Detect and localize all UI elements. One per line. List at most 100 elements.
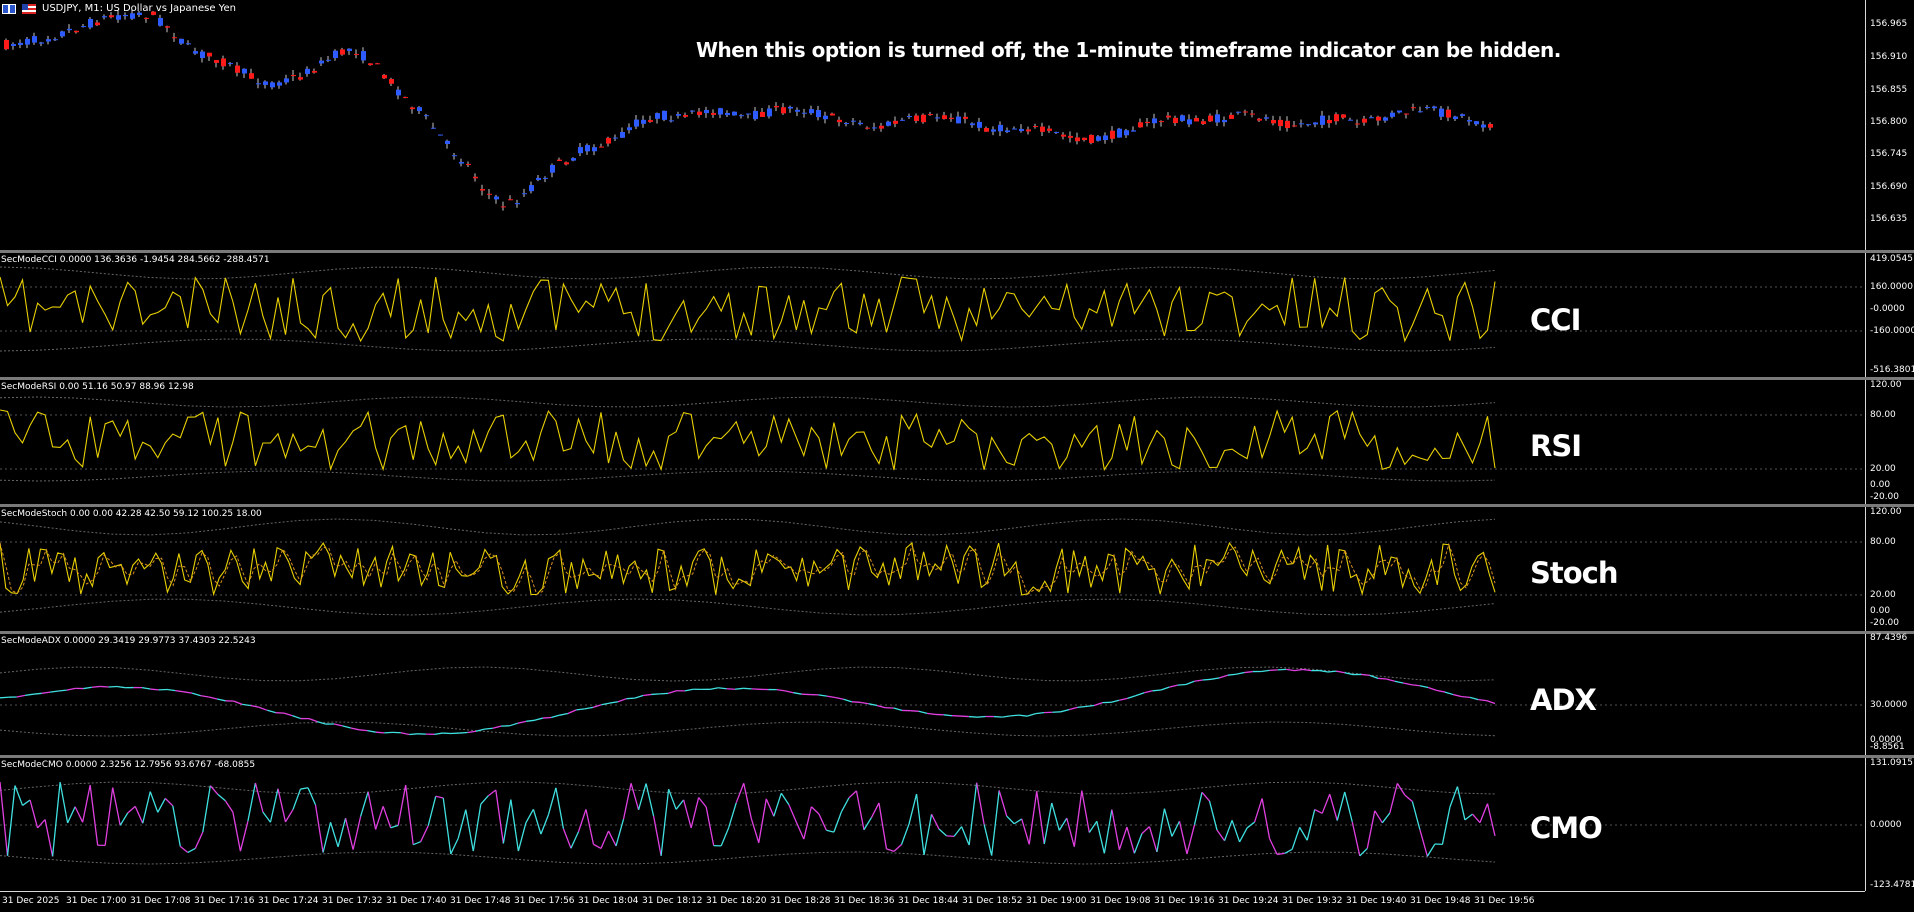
candle [977, 118, 982, 131]
candle [844, 122, 849, 126]
candle [669, 116, 674, 123]
candle [718, 108, 723, 118]
stoch-tick: 80.00 [1870, 537, 1896, 547]
candle [284, 75, 289, 85]
cmo-tick: 131.0915 [1870, 758, 1913, 768]
candle [1152, 114, 1157, 128]
candle [851, 118, 856, 125]
cci-indicator-label: SecModeCCI 0.0000 136.3636 -1.9454 284.5… [1, 255, 270, 265]
time-tick: 31 Dec 18:52 [962, 896, 1023, 906]
candle [1180, 114, 1185, 121]
time-tick: 31 Dec 17:56 [514, 896, 575, 906]
cmo-indicator-pane[interactable]: SecModeCMO 0.0000 2.3256 12.7956 93.6767… [0, 758, 1914, 891]
candle [550, 163, 555, 177]
time-tick: 31 Dec 17:16 [194, 896, 255, 906]
candle [760, 108, 765, 117]
stoch-indicator-pane[interactable]: SecModeStoch 0.00 0.00 42.28 42.50 59.12… [0, 507, 1914, 631]
candle [620, 127, 625, 138]
candle [1425, 105, 1430, 109]
time-tick: 31 Dec 17:24 [258, 896, 319, 906]
candle [291, 70, 296, 81]
price-tick: 156.690 [1870, 182, 1907, 192]
candle [480, 185, 485, 196]
candle [32, 33, 37, 45]
candle [186, 40, 191, 45]
candle [935, 114, 940, 122]
candle [1257, 118, 1262, 122]
time-tick: 31 Dec 17:32 [322, 896, 383, 906]
stoch-tick: 0.00 [1870, 606, 1890, 616]
candle [704, 107, 709, 118]
candle [1467, 117, 1472, 126]
cci-line-chart [0, 253, 1865, 377]
candle [1054, 132, 1059, 134]
time-tick: 31 Dec 17:48 [450, 896, 511, 906]
time-tick: 31 Dec 19:00 [1026, 896, 1087, 906]
chart-window-icon [2, 4, 16, 14]
adx-value-axis[interactable]: 87.4396 30.0000 -8.8561 0.0000 [1865, 634, 1914, 756]
candle [613, 134, 618, 141]
candle [165, 26, 170, 33]
candle [564, 161, 569, 165]
candle [1222, 117, 1227, 127]
cci-indicator-pane[interactable]: SecModeCCI 0.0000 136.3636 -1.9454 284.5… [0, 253, 1914, 377]
candle [361, 47, 366, 63]
candle [1285, 116, 1290, 131]
cci-tick: -0.0000 [1870, 304, 1905, 314]
candle [1271, 116, 1276, 126]
time-tick: 31 Dec 18:04 [578, 896, 639, 906]
candle [1117, 128, 1122, 138]
time-tick: 31 Dec 19:32 [1282, 896, 1343, 906]
candle [1194, 115, 1199, 121]
candle [494, 195, 499, 204]
candle [326, 56, 331, 62]
cci-value-axis[interactable]: 419.0545 160.0000 -0.0000 -160.0000 -516… [1865, 253, 1914, 377]
adx-tick: 0.0000 [1870, 735, 1902, 745]
price-axis[interactable]: 156.965 156.910 156.855 156.800 156.745 … [1865, 0, 1914, 252]
cmo-value-axis[interactable]: 131.0915 0.0000 -123.4781 [1865, 758, 1914, 891]
price-tick: 156.635 [1870, 214, 1907, 224]
candle [802, 109, 807, 118]
time-tick: 31 Dec 17:00 [66, 896, 127, 906]
candle [333, 49, 338, 60]
candle [1369, 115, 1374, 118]
price-tick: 156.910 [1870, 52, 1907, 62]
candle [410, 107, 415, 114]
candle [396, 86, 401, 99]
stoch-value-axis[interactable]: 120.00 80.00 20.00 0.00 -20.00 [1865, 507, 1914, 631]
rsi-plot-area[interactable] [0, 380, 1865, 504]
adx-indicator-pane[interactable]: SecModeADX 0.0000 29.3419 29.9773 37.430… [0, 634, 1914, 756]
candle [1306, 124, 1311, 126]
rsi-indicator-pane[interactable]: SecModeRSI 0.00 51.16 50.97 88.96 12.98 … [0, 380, 1914, 504]
candle [1299, 119, 1304, 127]
candle [585, 143, 590, 154]
price-tick: 156.855 [1870, 85, 1907, 95]
candle [522, 189, 527, 197]
candle [1474, 121, 1479, 126]
candle [1376, 116, 1381, 126]
candle [242, 68, 247, 78]
price-chart-pane[interactable]: USDJPY, M1: US Dollar vs Japanese Yen Wh… [0, 0, 1914, 252]
candle [382, 74, 387, 79]
candle [312, 69, 317, 74]
candle [1236, 111, 1241, 114]
candle [1397, 110, 1402, 113]
candle [606, 137, 611, 147]
rsi-value-axis[interactable]: 120.00 80.00 20.00 0.00 -20.00 [1865, 380, 1914, 504]
time-tick: 31 Dec 17:08 [130, 896, 191, 906]
candle [928, 112, 933, 116]
candle [1103, 132, 1108, 143]
candle [1068, 131, 1073, 142]
candle [438, 135, 443, 136]
time-tick: 31 Dec 18:44 [898, 896, 959, 906]
stoch-tick: 120.00 [1870, 507, 1902, 517]
time-tick: 31 Dec 17:40 [386, 896, 447, 906]
candle [1411, 104, 1416, 111]
rsi-tick: 20.00 [1870, 464, 1896, 474]
cci-plot-area[interactable] [0, 253, 1865, 377]
candle [1264, 114, 1269, 120]
candle [648, 116, 653, 123]
candle [1033, 124, 1038, 129]
candle [774, 102, 779, 111]
